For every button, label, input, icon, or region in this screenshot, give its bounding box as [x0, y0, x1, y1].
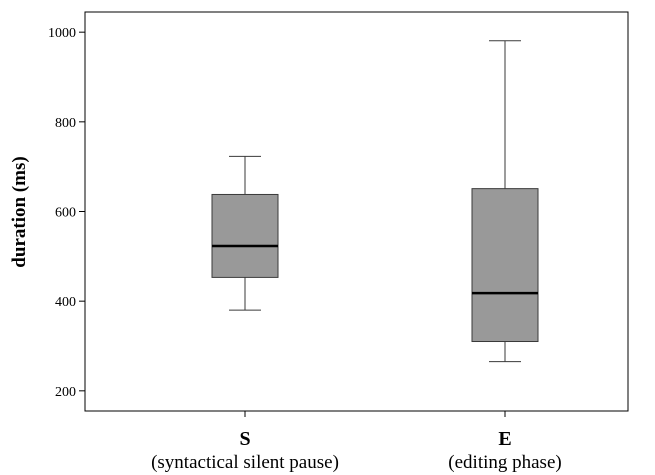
iqr-box [211, 193, 279, 278]
category-sublabel: (editing phase) [448, 452, 561, 473]
boxes-layer [211, 40, 539, 363]
box-S [211, 155, 279, 311]
x-axis: S(syntactical silent pause) E(editing pha… [151, 411, 562, 473]
category-label: S [239, 428, 250, 450]
y-tick-label: 600 [55, 206, 76, 221]
y-tick-label: 800 [55, 116, 76, 131]
y-axis: 200 400 600 800 1000 [48, 26, 85, 400]
iqr-box [471, 188, 539, 343]
plot-frame [84, 11, 629, 412]
y-tick-label: 400 [55, 295, 76, 310]
box-E [471, 40, 539, 363]
category-sublabel: (syntactical silent pause) [151, 452, 339, 473]
y-tick-label: 200 [55, 385, 76, 400]
category-label: E [498, 428, 511, 450]
y-axis-title: duration (ms) [9, 156, 30, 267]
y-tick-label: 1000 [48, 26, 76, 41]
